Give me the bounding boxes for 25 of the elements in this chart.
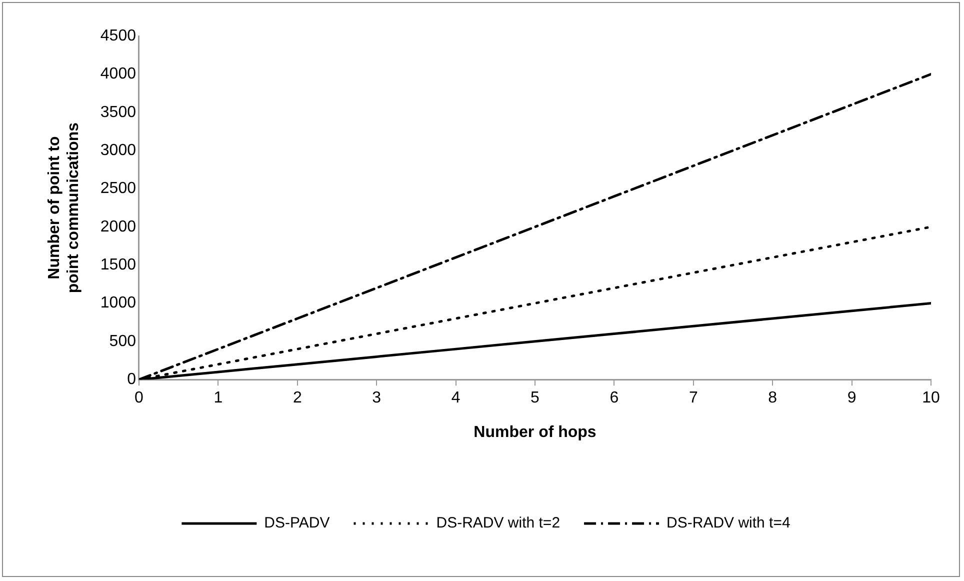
y-tick-label: 3500 bbox=[100, 104, 136, 121]
x-tick-label: 8 bbox=[768, 390, 778, 407]
x-tick-label: 5 bbox=[530, 390, 540, 407]
x-tick-label: 1 bbox=[214, 390, 223, 407]
y-tick-label: 1000 bbox=[100, 294, 136, 312]
y-tick-label: 500 bbox=[109, 332, 136, 350]
legend-label: DS-PADV bbox=[264, 514, 330, 532]
x-tick-label: 7 bbox=[688, 390, 698, 407]
y-axis-title: Number of point to point communications bbox=[46, 122, 82, 294]
y-tick-label: 4500 bbox=[100, 27, 136, 44]
legend-label: DS-RADV with t=4 bbox=[666, 514, 790, 532]
x-tick-label: 4 bbox=[451, 390, 460, 407]
x-tick-label: 3 bbox=[372, 390, 382, 407]
y-tick-label: 1500 bbox=[100, 256, 136, 274]
x-axis-title: Number of hops bbox=[474, 424, 596, 441]
x-tick-label: 6 bbox=[610, 390, 619, 407]
y-tick-label: 2000 bbox=[100, 218, 136, 236]
y-tick-label: 3000 bbox=[100, 142, 136, 159]
x-tick-label: 2 bbox=[292, 390, 302, 407]
x-tick-label: 9 bbox=[847, 390, 856, 407]
y-tick-label: 0 bbox=[127, 371, 136, 388]
y-tick-label: 4000 bbox=[100, 66, 136, 83]
legend-label: DS-RADV with t=2 bbox=[436, 514, 560, 532]
y-tick-label: 2500 bbox=[100, 180, 136, 198]
x-tick-label: 10 bbox=[922, 390, 940, 407]
